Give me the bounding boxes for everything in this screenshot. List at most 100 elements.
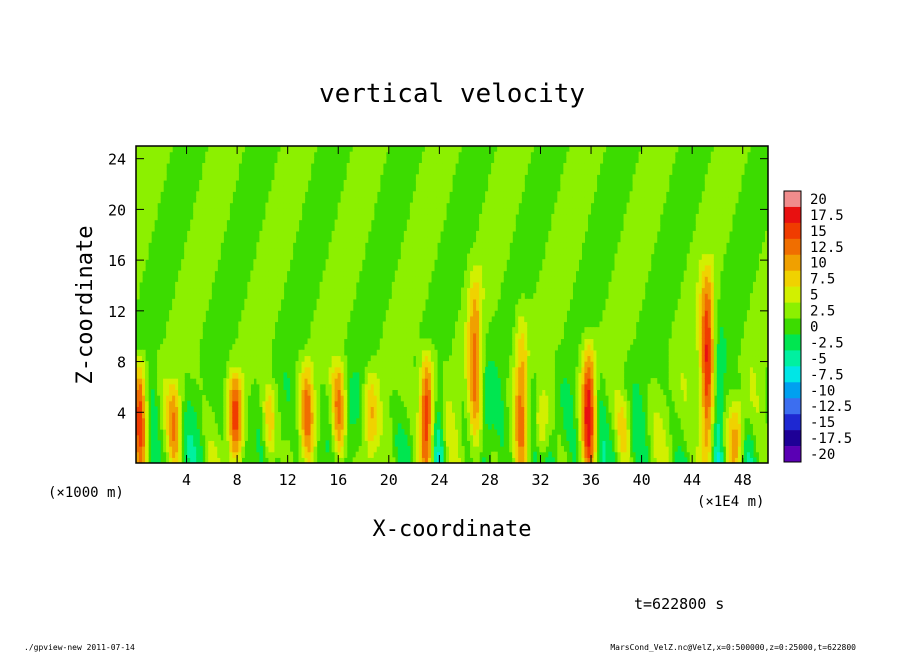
heatmap-cell [430,247,435,255]
heatmap-cell [226,395,230,402]
heatmap-cell [473,276,477,283]
heatmap-cell [307,355,312,362]
heatmap-cell [412,264,417,272]
heatmap-cell [139,395,143,402]
heatmap-cell [157,185,161,192]
heatmap-cell [563,281,567,289]
heatmap-cell [325,344,330,351]
heatmap-cell [539,406,543,413]
heatmap-cell [376,457,381,463]
heatmap-cell [238,429,242,436]
heatmap-cell [196,208,200,215]
heatmap-cell [178,395,182,402]
heatmap-cell [334,457,339,463]
heatmap-cell [265,332,270,340]
heatmap-cell [274,395,279,402]
heatmap-cell [349,383,354,391]
heatmap-cell [569,168,573,175]
heatmap-cell [566,412,570,419]
heatmap-cell [418,429,423,436]
heatmap-cell [557,281,561,289]
heatmap-cell [316,327,321,334]
heatmap-cell [169,338,173,345]
heatmap-cell [256,440,260,447]
heatmap-cell [205,196,209,204]
heatmap-cell [262,423,267,430]
heatmap-cell [382,344,387,351]
heatmap-cell [418,440,423,447]
heatmap-cell [289,253,294,260]
heatmap-cell [154,429,158,436]
heatmap-cell [205,174,209,181]
heatmap-cell [349,202,354,209]
heatmap-cell [340,412,345,419]
heatmap-cell [527,451,531,458]
heatmap-cell [259,287,263,294]
heatmap-cell [259,355,263,362]
heatmap-cell [139,366,143,374]
heatmap-cell [400,304,405,311]
heatmap-cell [271,378,276,385]
heatmap-cell [400,457,405,463]
heatmap-cell [169,378,173,385]
heatmap-cell [235,355,239,362]
heatmap-cell [424,157,429,164]
heatmap-cell [452,338,456,345]
heatmap-cell [433,446,438,453]
heatmap-cell [340,259,345,266]
heatmap-cell [178,417,182,424]
heatmap-cell [572,225,576,232]
heatmap-cell [361,383,366,391]
heatmap-cell [521,434,525,441]
heatmap-cell [340,389,345,396]
heatmap-cell [328,281,333,289]
heatmap-cell [497,151,501,158]
heatmap-cell [385,310,390,317]
heatmap-cell [569,293,573,300]
heatmap-cell [307,162,312,170]
heatmap-cell [448,179,453,187]
heatmap-cell [584,361,589,368]
heatmap-cell [415,349,420,357]
heatmap-cell [136,400,140,407]
heatmap-cell [427,146,432,153]
heatmap-cell [232,185,236,192]
heatmap-cell [485,191,489,198]
heatmap-cell [587,366,592,374]
heatmap-cell [467,327,471,334]
heatmap-cell [415,264,420,272]
heatmap-cell [214,247,218,255]
heatmap-cell [178,440,182,447]
heatmap-cell [521,389,525,396]
heatmap-cell [569,446,573,453]
heatmap-cell [166,338,170,345]
heatmap-cell [148,196,152,204]
heatmap-cell [262,293,267,300]
heatmap-cell [370,146,375,153]
heatmap-cell [455,332,459,340]
heatmap-cell [244,389,248,396]
heatmap-cell [136,196,140,204]
heatmap-cell [494,242,498,249]
heatmap-cell [235,372,239,379]
heatmap-cell [322,281,327,289]
heatmap-cell [433,213,438,221]
heatmap-cell [503,264,507,272]
heatmap-cell [409,355,414,362]
heatmap-cell [280,446,285,453]
heatmap-cell [280,185,285,192]
heatmap-cell [211,202,215,209]
heatmap-cell [217,253,221,260]
heatmap-cell [518,196,522,204]
heatmap-cell [292,179,297,187]
heatmap-cell [455,378,459,385]
heatmap-cell [136,293,140,300]
heatmap-cell [397,281,402,289]
heatmap-cell [361,168,366,175]
heatmap-cell [509,429,513,436]
heatmap-cell [178,315,182,323]
heatmap-cell [142,196,146,204]
heatmap-cell [436,157,441,164]
heatmap-cell [533,310,537,317]
heatmap-cell [424,457,429,463]
